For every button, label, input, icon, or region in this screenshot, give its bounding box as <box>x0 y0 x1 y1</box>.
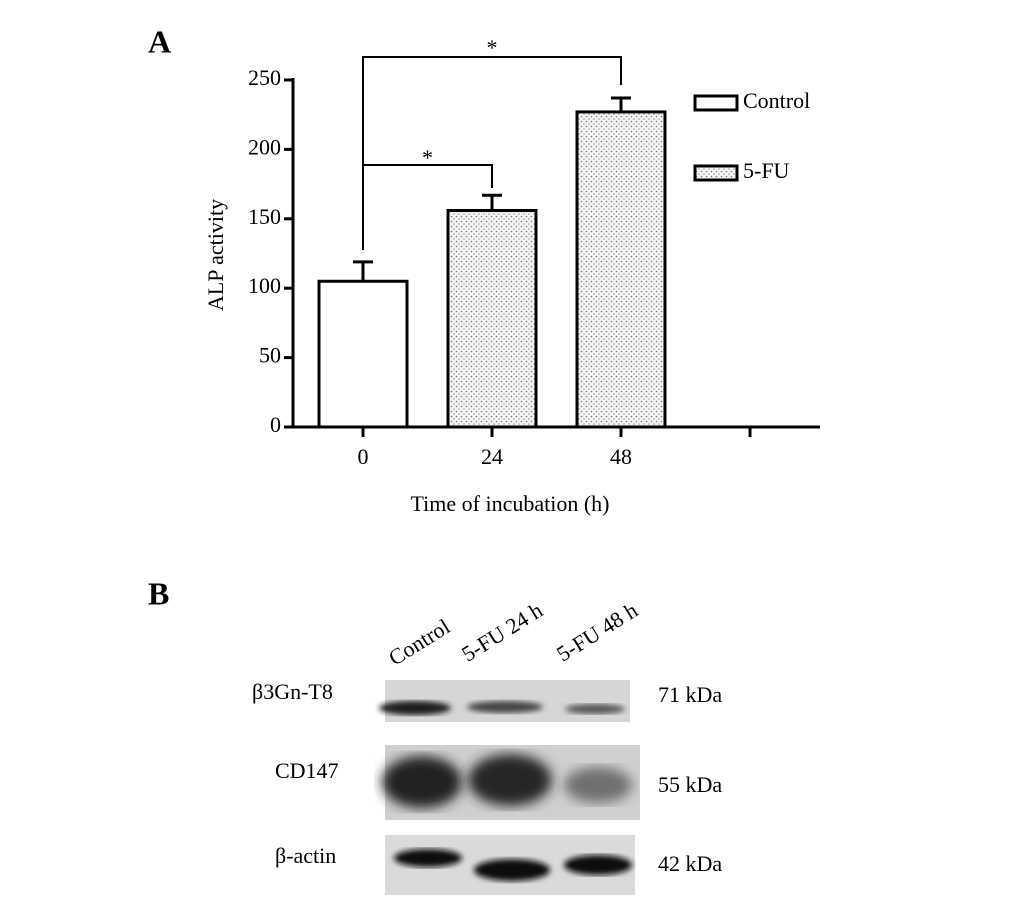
y-tick-label: 50 <box>259 343 281 368</box>
blot-band <box>379 701 451 715</box>
legend-label: 5-FU <box>743 158 790 183</box>
panel-label: B <box>148 575 169 611</box>
x-tick-label: 0 <box>358 444 369 469</box>
annotation: * <box>487 35 498 60</box>
x-tick-label: 48 <box>610 444 632 469</box>
blot-band <box>564 855 632 875</box>
panel-label: A <box>148 23 171 59</box>
y-tick-label: 0 <box>270 412 281 437</box>
blot <box>379 680 640 895</box>
blot-strip <box>385 680 630 722</box>
size-label: 55 kDa <box>658 772 722 797</box>
blot-band <box>564 767 632 803</box>
y-tick-label: 200 <box>248 134 281 159</box>
y-tick-label: 150 <box>248 204 281 229</box>
bracket <box>362 56 622 250</box>
lane-label: 5-FU 24 h <box>457 597 547 666</box>
blot-band <box>474 859 550 881</box>
blot-band <box>382 756 462 808</box>
bar <box>575 110 667 429</box>
blot-band <box>394 849 462 867</box>
blot-band <box>468 754 552 806</box>
y-tick-label: 250 <box>248 65 281 90</box>
size-label: 42 kDa <box>658 851 722 876</box>
protein-label: β-actin <box>275 843 336 868</box>
lane-label: Control <box>384 614 454 671</box>
protein-label: β3Gn-T8 <box>252 679 333 704</box>
y-axis-label: ALP activity <box>203 199 228 311</box>
lane-label: 5-FU 48 h <box>552 597 642 666</box>
legend-swatch <box>693 94 739 112</box>
annotation: * <box>422 145 433 170</box>
error-bar <box>482 193 502 211</box>
legend-label: Control <box>743 88 810 113</box>
x-axis-label: Time of incubation (h) <box>411 491 610 516</box>
size-label: 71 kDa <box>658 682 722 707</box>
blot-band <box>467 701 543 713</box>
bar <box>317 279 409 429</box>
x-tick-label: 24 <box>481 444 503 469</box>
blot-band <box>565 704 625 714</box>
protein-label: CD147 <box>275 758 339 783</box>
bar <box>446 208 538 429</box>
error-bar <box>611 96 631 112</box>
error-bar <box>353 260 373 282</box>
legend-swatch <box>693 164 739 182</box>
y-tick-label: 100 <box>248 273 281 298</box>
